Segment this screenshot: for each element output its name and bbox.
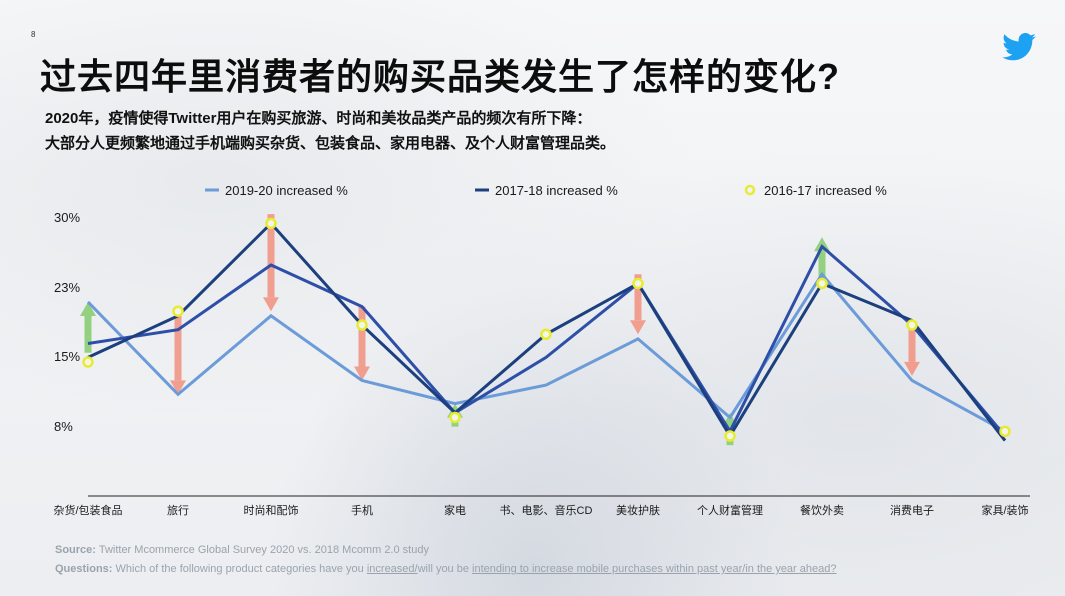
x-tick-label: 消费电子 — [890, 503, 934, 517]
source-note: Source: Twitter Mcommerce Global Survey … — [55, 544, 429, 556]
data-point-2016-17 — [632, 277, 644, 290]
legend-label-2017-18: 2017-18 increased % — [495, 183, 618, 198]
x-tick-label: 书、电影、音乐CD — [500, 503, 593, 517]
y-tick-label: 30% — [54, 210, 80, 225]
questions-text-underlined-2: intending to increase mobile purchases w… — [472, 563, 837, 575]
data-point-2016-17 — [906, 319, 918, 331]
x-axis-labels: 杂货/包装食品 旅行 时尚和配饰 手机 家电 书、电影、音乐CD 美妆护肤 个人财富管理 餐饮外… — [53, 503, 1028, 517]
data-point-2016-17 — [724, 430, 736, 442]
page-subtitle: 2020年，疫情使得Twitter用户在购买旅游、时尚和美妆品类产品的频次有所下… — [45, 106, 615, 156]
arrow-down — [170, 311, 186, 395]
data-point-2016-17 — [999, 425, 1011, 438]
data-point-2016-17 — [540, 328, 552, 341]
data-point-2016-17 — [172, 305, 184, 317]
arrow-up — [80, 301, 96, 353]
y-tick-label: 8% — [54, 419, 73, 434]
subtitle-line-1: 2020年，疫情使得Twitter用户在购买旅游、时尚和美妆品类产品的频次有所下… — [45, 110, 592, 127]
x-tick-label: 旅行 — [167, 503, 189, 517]
questions-text-underlined-1: increased/ — [366, 563, 418, 575]
subtitle-line-2: 大部分人更频繁地通过手机端购买杂货、包装食品、家用电器、及个人财富管理品类。 — [45, 135, 616, 152]
x-tick-label: 杂货/包装食品 — [53, 503, 122, 517]
questions-note: Questions: Which of the following produc… — [55, 563, 836, 575]
twitter-bird-icon — [1002, 33, 1036, 61]
arrow-down — [354, 306, 370, 381]
data-point-2016-17 — [816, 277, 828, 290]
legend: 2019-20 increased % 2017-18 increased % … — [205, 183, 887, 198]
questions-text-pre: Which of the following product categorie… — [115, 563, 364, 575]
legend-swatch-2016-17 — [744, 184, 756, 196]
x-tick-label: 个人财富管理 — [697, 503, 763, 517]
page-title: 过去四年里消费者的购买品类发生了怎样的变化? — [40, 56, 840, 97]
y-tick-label: 23% — [54, 280, 80, 295]
series-line-1 — [87, 244, 1007, 437]
x-tick-label: 手机 — [351, 503, 373, 517]
source-label: Source: — [55, 544, 96, 556]
legend-label-2016-17: 2016-17 increased % — [764, 183, 887, 198]
y-tick-label: 15% — [54, 349, 80, 364]
x-tick-label: 餐饮外卖 — [800, 503, 844, 517]
data-point-2016-17 — [82, 356, 94, 368]
x-tick-label: 时尚和配饰 — [244, 503, 299, 517]
questions-text-mid: will you be — [417, 563, 469, 575]
series-markers — [82, 217, 1011, 442]
x-tick-label: 家电 — [444, 503, 466, 517]
x-tick-label: 美妆护肤 — [616, 503, 660, 517]
source-text: Twitter Mcommerce Global Survey 2020 vs.… — [98, 544, 429, 556]
legend-label-2019-20: 2019-20 increased % — [225, 183, 348, 198]
data-point-2016-17 — [265, 217, 277, 230]
data-point-2016-17 — [356, 319, 368, 331]
series-line-0 — [86, 271, 1006, 433]
x-tick-label: 家具/装饰 — [981, 503, 1028, 517]
page-number: 8 — [31, 30, 36, 39]
data-point-2016-17 — [449, 411, 461, 424]
y-axis: 30% 23% 15% 8% — [54, 210, 80, 434]
questions-label: Questions: — [55, 563, 113, 575]
